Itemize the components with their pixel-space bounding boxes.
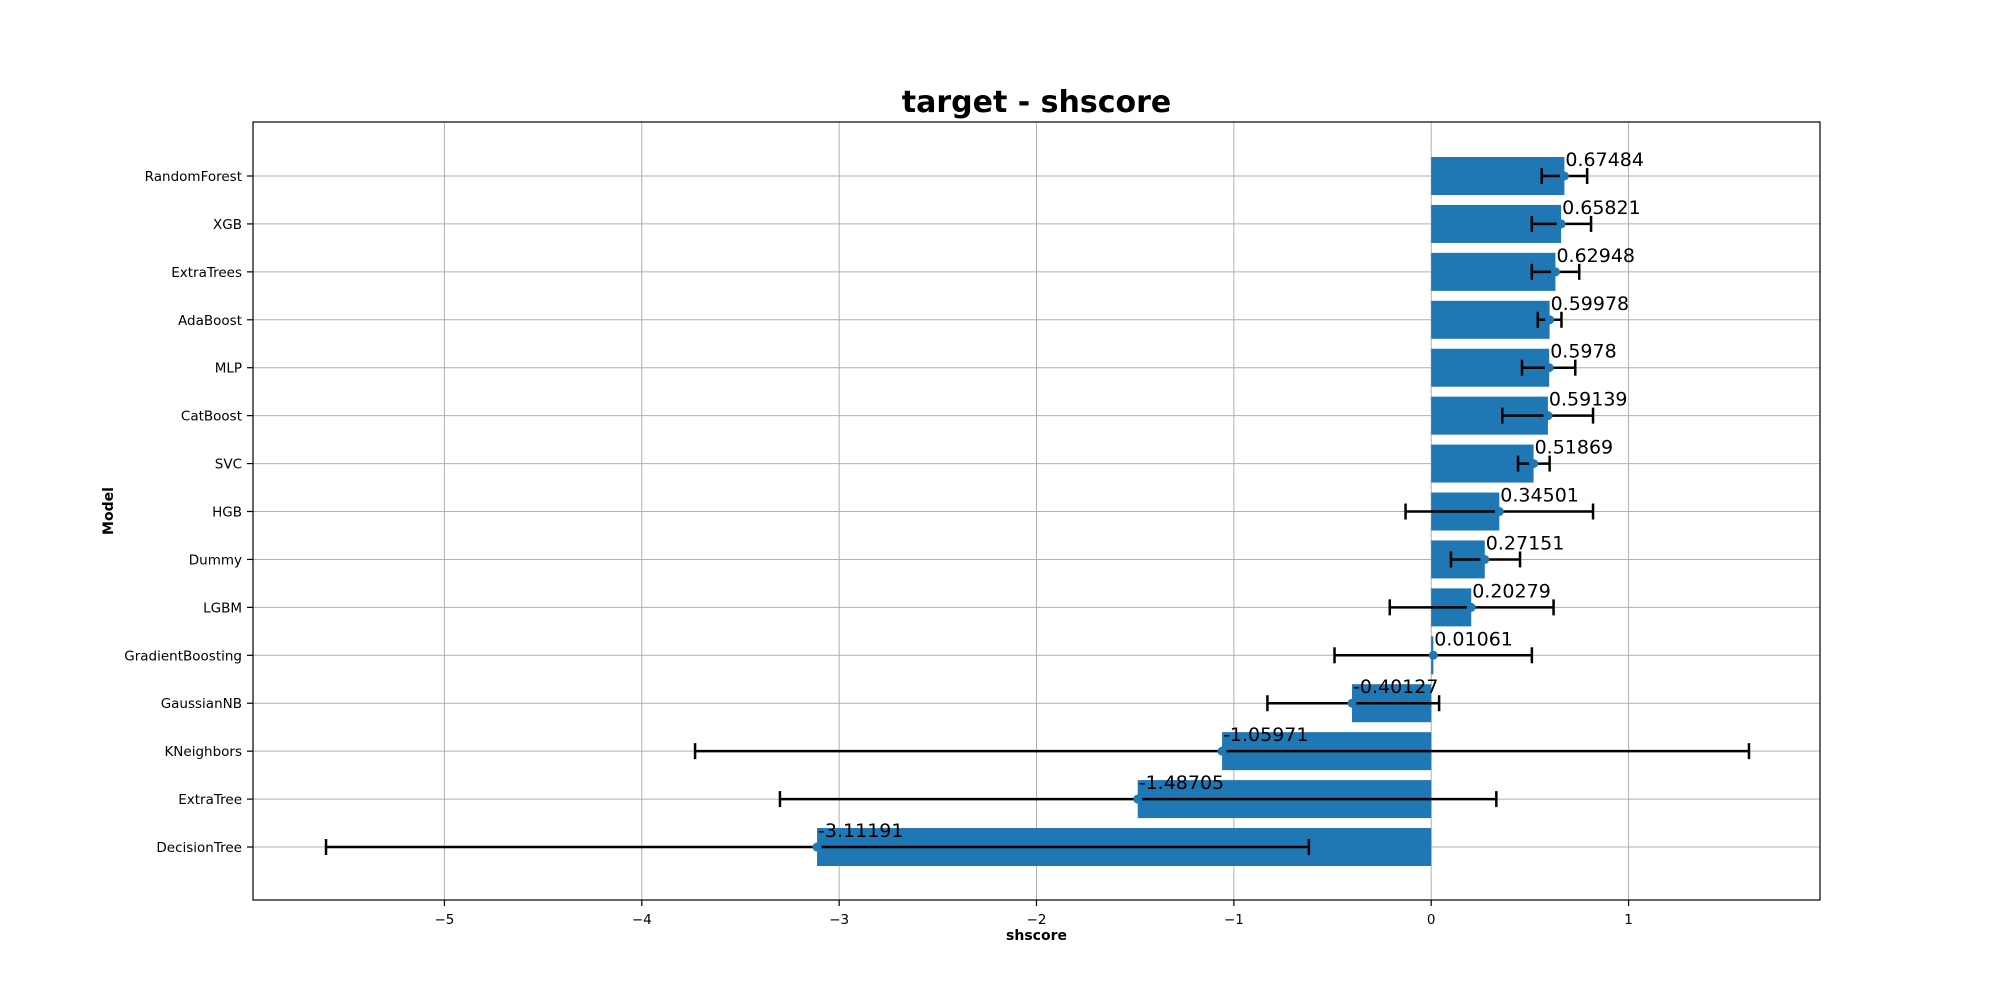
- value-label: -1.05971: [1223, 724, 1308, 746]
- value-label: 0.67484: [1565, 149, 1644, 171]
- x-tick-label: 0: [1427, 912, 1436, 928]
- mean-marker: [1545, 315, 1555, 325]
- mean-marker: [812, 842, 822, 852]
- mean-marker: [1466, 602, 1476, 612]
- tick-layer: −5 −4 −3 −2 −1 0 1 RandomForest XGB ExtraTrees Ada…: [124, 169, 1633, 928]
- value-label: 0.62948: [1556, 245, 1635, 267]
- x-tick-label: −1: [1224, 912, 1244, 928]
- value-label: 0.65821: [1562, 197, 1641, 219]
- value-label: -0.40127: [1353, 676, 1438, 698]
- mean-marker: [1543, 411, 1553, 421]
- value-label: 0.34501: [1500, 485, 1579, 507]
- mean-marker: [1428, 650, 1438, 660]
- value-label: 0.59139: [1549, 389, 1628, 411]
- x-tick-label: −4: [632, 912, 652, 928]
- value-label: 0.27151: [1486, 532, 1565, 554]
- y-axis-label: Model: [101, 487, 117, 535]
- mean-marker: [1556, 219, 1566, 229]
- value-label: 0.20279: [1472, 580, 1551, 602]
- value-label: 0.5978: [1550, 341, 1616, 363]
- mean-marker: [1559, 171, 1569, 181]
- mean-marker: [1480, 554, 1490, 564]
- x-tick-label: −3: [829, 912, 849, 928]
- mean-marker: [1544, 363, 1554, 373]
- value-label: -1.48705: [1139, 772, 1224, 794]
- y-tick-label: RandomForest: [145, 169, 242, 185]
- mean-marker: [1217, 746, 1227, 756]
- mean-marker: [1550, 267, 1560, 277]
- y-tick-label: ExtraTrees: [171, 265, 242, 281]
- y-tick-label: SVC: [215, 457, 242, 473]
- y-tick-label: LGBM: [203, 600, 242, 616]
- error-bar-layer: [324, 168, 1751, 856]
- y-tick-label: GradientBoosting: [124, 648, 242, 664]
- y-tick-label: Dummy: [189, 552, 242, 568]
- bar: [1431, 444, 1534, 483]
- x-axis-label: shscore: [1006, 928, 1067, 944]
- x-tick-label: −2: [1027, 912, 1047, 928]
- value-label: 0.51869: [1535, 437, 1614, 459]
- x-tick-label: 1: [1624, 912, 1633, 928]
- y-tick-label: GaussianNB: [161, 696, 242, 712]
- y-tick-label: AdaBoost: [178, 313, 242, 329]
- y-tick-label: XGB: [213, 217, 242, 233]
- bar: [1431, 300, 1550, 339]
- value-label: 0.01061: [1434, 628, 1513, 650]
- value-label: -3.11191: [818, 820, 903, 842]
- y-tick-label: MLP: [215, 361, 242, 377]
- y-tick-label: ExtraTree: [178, 792, 242, 808]
- x-tick-label: −5: [434, 912, 454, 928]
- chart-title: target - shscore: [902, 85, 1172, 120]
- y-tick-label: KNeighbors: [164, 744, 242, 760]
- value-label: 0.59978: [1551, 293, 1630, 315]
- y-tick-label: HGB: [212, 505, 242, 521]
- mean-marker: [1494, 507, 1504, 517]
- y-tick-label: CatBoost: [181, 409, 242, 425]
- mean-marker: [1133, 794, 1143, 804]
- value-label-layer: 0.67484 0.65821 0.62948 0.59978 0.5978 0.5913…: [818, 149, 1644, 842]
- y-tick-label: DecisionTree: [156, 840, 242, 856]
- mean-marker: [1347, 698, 1357, 708]
- mean-marker: [1529, 459, 1539, 469]
